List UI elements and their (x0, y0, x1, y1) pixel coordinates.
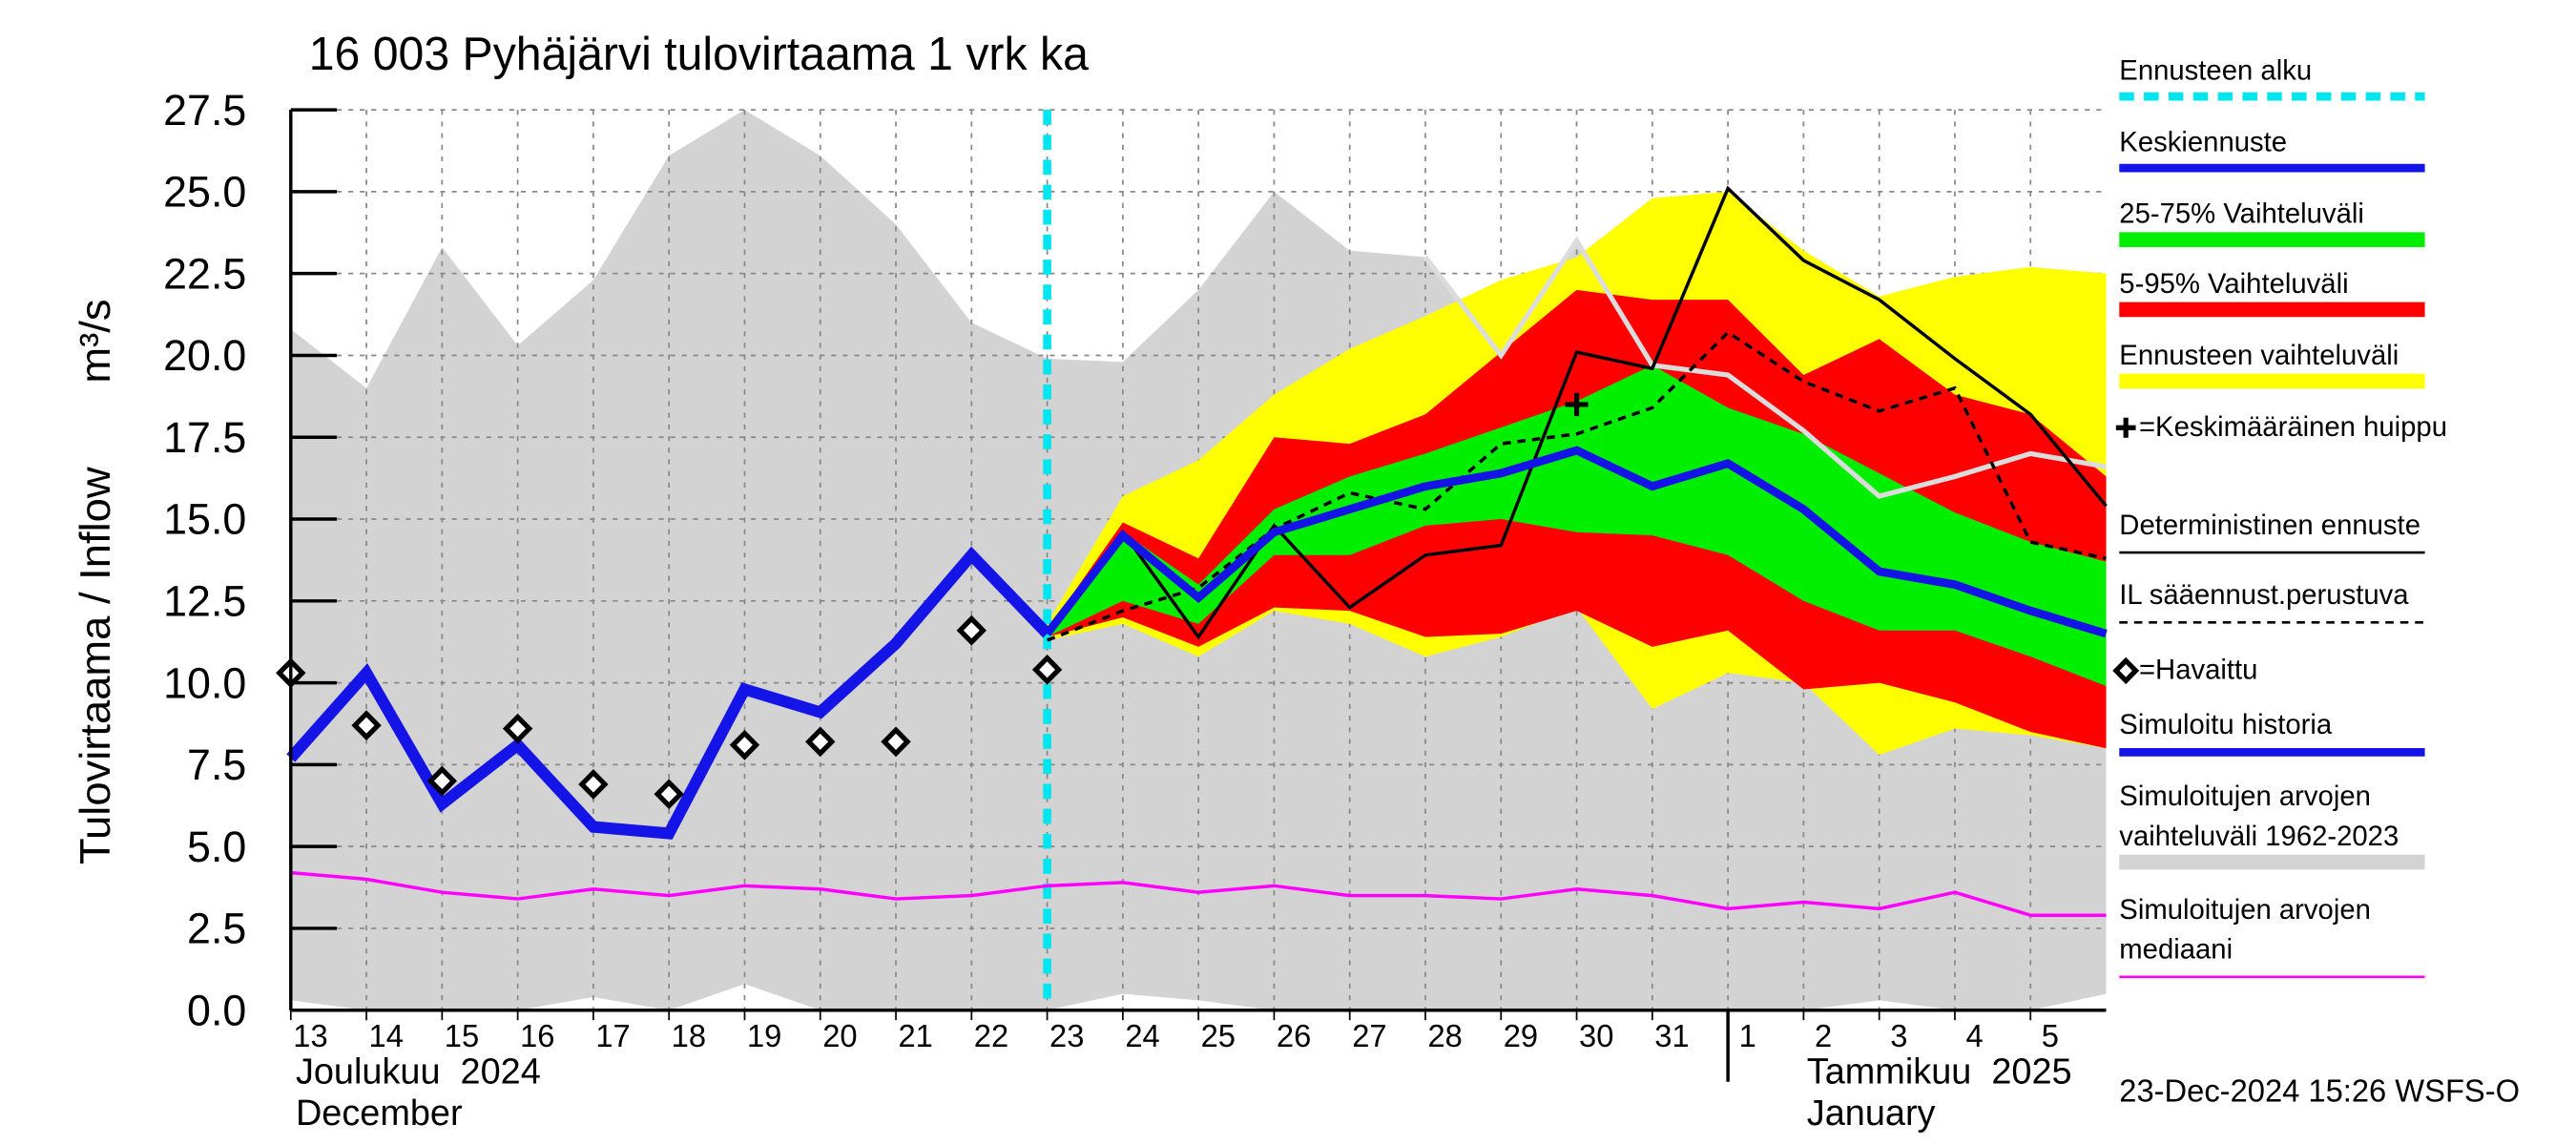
legend-label: 25-75% Vaihteluväli (2119, 198, 2364, 230)
x-tick-label: 19 (747, 1018, 781, 1053)
x-tick-label: 18 (672, 1018, 706, 1053)
x-tick-label: 21 (899, 1018, 933, 1053)
x-tick-label: 1 (1739, 1018, 1756, 1053)
legend-text: Ennusteen vaihteluväli (2119, 339, 2399, 371)
legend-label: =Havaittu (2138, 654, 2258, 686)
legend-text: =Havaittu (2138, 654, 2258, 686)
x-tick-label: 24 (1125, 1018, 1159, 1053)
legend-label: 5-95% Vaihteluväli (2119, 267, 2349, 300)
x-tick-label: 27 (1352, 1018, 1386, 1053)
legend-label: Simuloitu historia (2119, 709, 2333, 741)
range-band (1047, 364, 2107, 687)
timestamp: 23-Dec-2024 15:26 WSFS-O (2119, 1072, 2520, 1108)
month-label: Joulukuu 2024 (296, 1051, 541, 1092)
legend-label: IL sääennust.perustuva (2119, 578, 2409, 612)
legend-label: Ennusteen alku (2119, 54, 2313, 87)
legend-label: Deterministinen ennuste (2119, 509, 2420, 541)
x-tick-label: 15 (445, 1018, 479, 1053)
x-tick-label: 30 (1579, 1018, 1613, 1053)
legend-text: IL sääennust.perustuva (2119, 578, 2409, 612)
legend-text: Keskiennuste (2119, 126, 2288, 158)
x-tick-label: 29 (1504, 1018, 1538, 1053)
y-tick-label: 10.0 (163, 658, 246, 707)
x-tick-label: 2 (1815, 1018, 1832, 1053)
legend-label: Simuloitujen arvojen vaihteluväli 1962-2… (2119, 781, 2399, 853)
legend-text: 5-95% Vaihteluväli (2119, 267, 2349, 300)
series-line (1044, 446, 2108, 638)
observed-point (729, 729, 760, 760)
y-tick-label: 17.5 (163, 413, 246, 462)
x-tick-label: 20 (822, 1018, 857, 1053)
legend-label: =Keskimääräinen huippu (2138, 410, 2448, 443)
observed-point (1031, 654, 1063, 685)
legend-label: Ennusteen vaihteluväli (2119, 339, 2399, 371)
legend-text: 25-75% Vaihteluväli (2119, 198, 2364, 230)
y-tick-label: 2.5 (187, 904, 246, 952)
legend-text: Simuloitujen arvojen mediaani (2119, 893, 2371, 966)
observed-point (578, 769, 609, 800)
observed-point (956, 614, 987, 646)
legend-text: Simuloitu historia (2119, 709, 2333, 741)
x-tick-label: 14 (369, 1018, 404, 1053)
legend-text: =Keskimääräinen huippu (2138, 410, 2448, 443)
observed-point (654, 779, 684, 810)
y-tick-label: 12.5 (163, 576, 246, 625)
month-label: January (1807, 1093, 1936, 1134)
series-line (1046, 185, 2108, 640)
legend-text: Simuloitujen arvojen vaihteluväli 1962-2… (2119, 781, 2399, 853)
y-axis-unit: m³/s (71, 299, 119, 383)
observed-point (805, 726, 836, 758)
series-line (286, 546, 1051, 840)
y-tick-label: 20.0 (163, 331, 246, 380)
y-tick-label: 15.0 (163, 494, 246, 543)
legend-swatch (2112, 656, 2140, 685)
x-tick-label: 16 (520, 1018, 554, 1053)
x-tick-label: 31 (1654, 1018, 1689, 1053)
series-line (1046, 330, 2107, 642)
legend-label: Simuloitujen arvojen mediaani (2119, 893, 2371, 966)
legend-text: Deterministinen ennuste (2119, 509, 2420, 541)
observed-point (502, 713, 533, 744)
x-tick-label: 4 (1966, 1018, 1984, 1053)
x-tick-label: 22 (974, 1018, 1008, 1053)
y-tick-label: 27.5 (163, 86, 246, 135)
legend-label: Keskiennuste (2119, 126, 2288, 158)
x-tick-label: 3 (1890, 1018, 1907, 1053)
chart-title: 16 003 Pyhäjärvi tulovirtaama 1 vrk ka (309, 29, 1089, 80)
y-tick-label: 22.5 (163, 249, 246, 298)
observed-point (881, 726, 911, 758)
y-tick-label: 5.0 (187, 822, 246, 871)
y-tick-label: 25.0 (163, 167, 246, 216)
legend-text: Ennusteen alku (2119, 54, 2313, 87)
legend-swatch (2115, 417, 2136, 438)
series-line (290, 870, 2107, 917)
x-tick-label: 28 (1427, 1018, 1462, 1053)
x-tick-label: 13 (293, 1018, 327, 1053)
x-tick-label: 25 (1201, 1018, 1236, 1053)
y-axis-label: Tulovirtaama / Inflow (71, 467, 119, 864)
observed-point (426, 765, 458, 797)
month-label: December (296, 1093, 463, 1134)
x-tick-label: 23 (1049, 1018, 1084, 1053)
x-tick-label: 17 (595, 1018, 630, 1053)
y-tick-label: 7.5 (187, 740, 246, 789)
peak-marker (1565, 392, 1589, 417)
x-tick-label: 5 (2042, 1018, 2059, 1053)
x-tick-label: 26 (1277, 1018, 1311, 1053)
month-label: Tammikuu 2025 (1807, 1051, 2072, 1092)
y-tick-label: 0.0 (187, 986, 246, 1034)
observed-point (351, 710, 382, 741)
